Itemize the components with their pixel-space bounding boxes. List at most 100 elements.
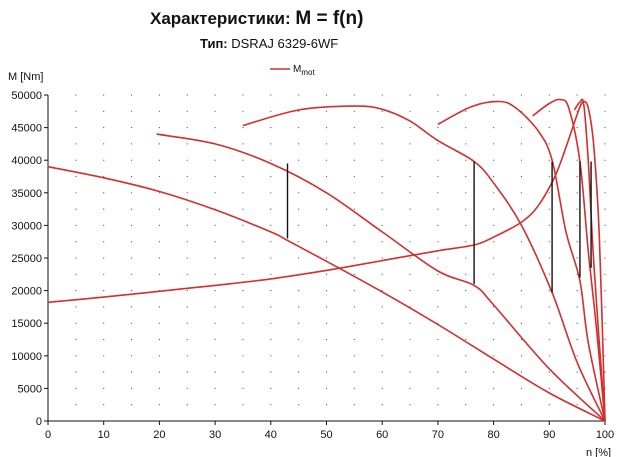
grid-dot [270,355,272,357]
grid-dot [520,371,523,373]
grid-dot [325,322,328,324]
grid-dot [103,338,105,341]
x-tick-label: 40 [265,429,277,441]
grid-dot [130,208,133,210]
grid-dot [103,143,105,145]
grid-dot [548,306,550,308]
grid-dot [548,208,550,210]
grid-dot [381,322,383,324]
x-tick-label: 0 [45,429,51,441]
grid-dot [298,387,300,389]
grid-dot [381,175,383,178]
grid-dot [103,159,105,161]
grid-dot [576,338,578,341]
grid-dot [242,192,244,194]
grid-dot [130,371,133,373]
grid-dot [242,355,244,357]
grid-dot [298,241,300,243]
grid-dot [242,338,244,341]
grid-dot [604,290,606,292]
grid-dot [409,192,411,194]
grid-dot [325,273,328,275]
grid-dot [130,404,133,406]
grid-dot [298,94,300,96]
grid-dot [325,159,328,161]
grid-dot [548,241,550,243]
grid-dot [381,257,383,259]
x-tick-label: 20 [153,429,165,441]
grid-dot [158,110,160,112]
y-tick-label: 50000 [11,90,42,102]
grid-dot [130,94,133,96]
grid-dot [242,257,244,259]
grid-dot [604,110,606,112]
y-tick-label: 25000 [11,253,42,265]
grid-dot [493,143,495,145]
grid-dot [465,94,467,96]
chart-subtitle: Тип: DSRAJ 6329-6WF [200,36,338,51]
grid-dot [353,241,355,243]
legend: Mmot [270,64,315,77]
grid-dot [214,371,216,373]
grid-dot [158,208,160,210]
grid-dot [75,143,77,145]
grid-dot [576,241,578,243]
grid-dot [242,143,244,145]
grid-dot [576,208,578,210]
y-tick-label: 5000 [18,383,42,395]
grid-dot [437,94,439,96]
grid-dot [103,322,105,324]
grid-dot [381,355,383,357]
grid-dot [409,387,411,389]
grid-dot [75,290,77,292]
grid-dot [130,257,133,259]
grid-dot [548,224,550,226]
grid-dot [493,387,495,389]
grid-dot [75,371,77,373]
grid-dot [186,257,188,259]
grid-dot [214,306,216,308]
grid-dot [576,159,578,161]
grid-dot [214,338,216,341]
grid-dot [548,387,550,389]
grid-dot [576,192,578,194]
grid-dot [186,192,188,194]
grid-dot [409,355,411,357]
grid-dot [548,404,550,406]
grid-dot [465,322,467,324]
x-tick-label: 80 [487,429,499,441]
grid-dot [298,322,300,324]
grid-dot [548,192,550,194]
grid-dot [493,241,495,243]
grid-dot [298,110,300,112]
grid-dot [381,306,383,308]
grid-dot [214,290,216,292]
grid-dot [242,159,244,161]
x-axis-label: n [%] [586,447,611,457]
grid-dot [465,159,467,161]
grid-dot [242,127,244,129]
grid-dot [493,192,495,194]
grid-dot [465,273,467,275]
grid-dot [437,387,439,389]
grid-dot [437,404,439,406]
grid-dot [465,208,467,210]
grid-dot [548,110,550,112]
grid-dot [437,192,439,194]
grid-dot [325,94,328,96]
y-tick-label: 0 [36,416,42,428]
grid-dot [214,404,216,406]
grid-dot [548,175,550,178]
torque-curve-2 [47,165,606,422]
grid-dot [242,273,244,275]
grid-dot [325,371,328,373]
series-group [47,98,606,422]
grid-dot [186,241,188,243]
chart-title-prefix: Характеристики: [150,9,291,28]
grid-dot [465,257,467,259]
grid-dot [604,322,606,324]
grid-dot [353,290,355,292]
grid-dot [520,208,523,210]
grid-dot [465,338,467,341]
grid-dot [465,143,467,145]
